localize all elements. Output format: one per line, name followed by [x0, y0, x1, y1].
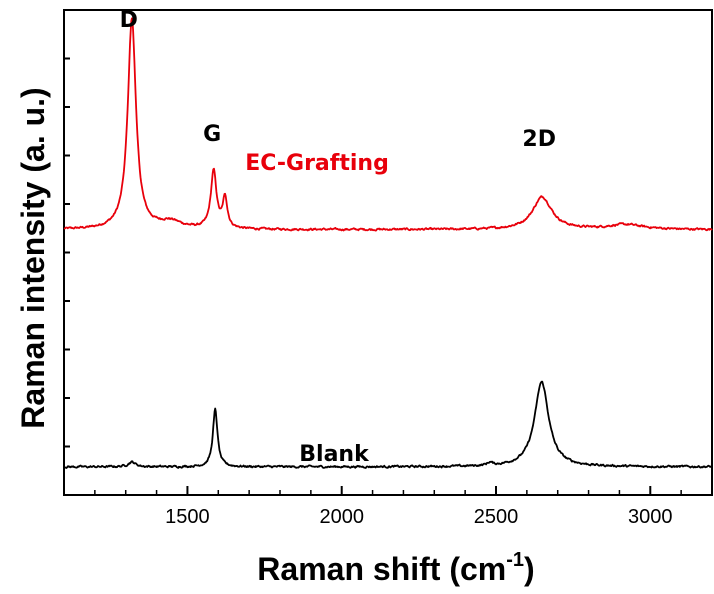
- annotation-0: D: [120, 8, 138, 33]
- annotation-1: G: [203, 122, 221, 147]
- annotation-layer: D G EC-Grafting 2D Blank: [120, 8, 556, 467]
- x-tick-label-2500: 2500: [474, 506, 519, 528]
- plot-frame: [63, 9, 713, 496]
- series-layer: [63, 17, 713, 469]
- x-tick-label-1500: 1500: [165, 506, 210, 528]
- series-line-0: [63, 17, 713, 232]
- x-axis-ticks: 1500 2000 2500 3000: [94, 486, 682, 528]
- annotation-2: EC-Grafting: [245, 151, 389, 176]
- plot-border: [63, 9, 713, 496]
- series-line-1: [63, 380, 713, 469]
- x-axis-title-main: Raman shift (cm: [257, 551, 506, 587]
- y-axis-title: Raman intensity (a. u.): [15, 87, 51, 428]
- x-axis-title: Raman shift (cm-1): [257, 549, 534, 587]
- annotation-4: Blank: [299, 442, 370, 467]
- x-axis-title-suffix: ): [524, 551, 535, 587]
- x-tick-label-2000: 2000: [319, 506, 364, 528]
- x-axis-title-superscript: -1: [506, 549, 524, 571]
- x-tick-label-3000: 3000: [628, 506, 673, 528]
- annotation-3: 2D: [522, 127, 556, 152]
